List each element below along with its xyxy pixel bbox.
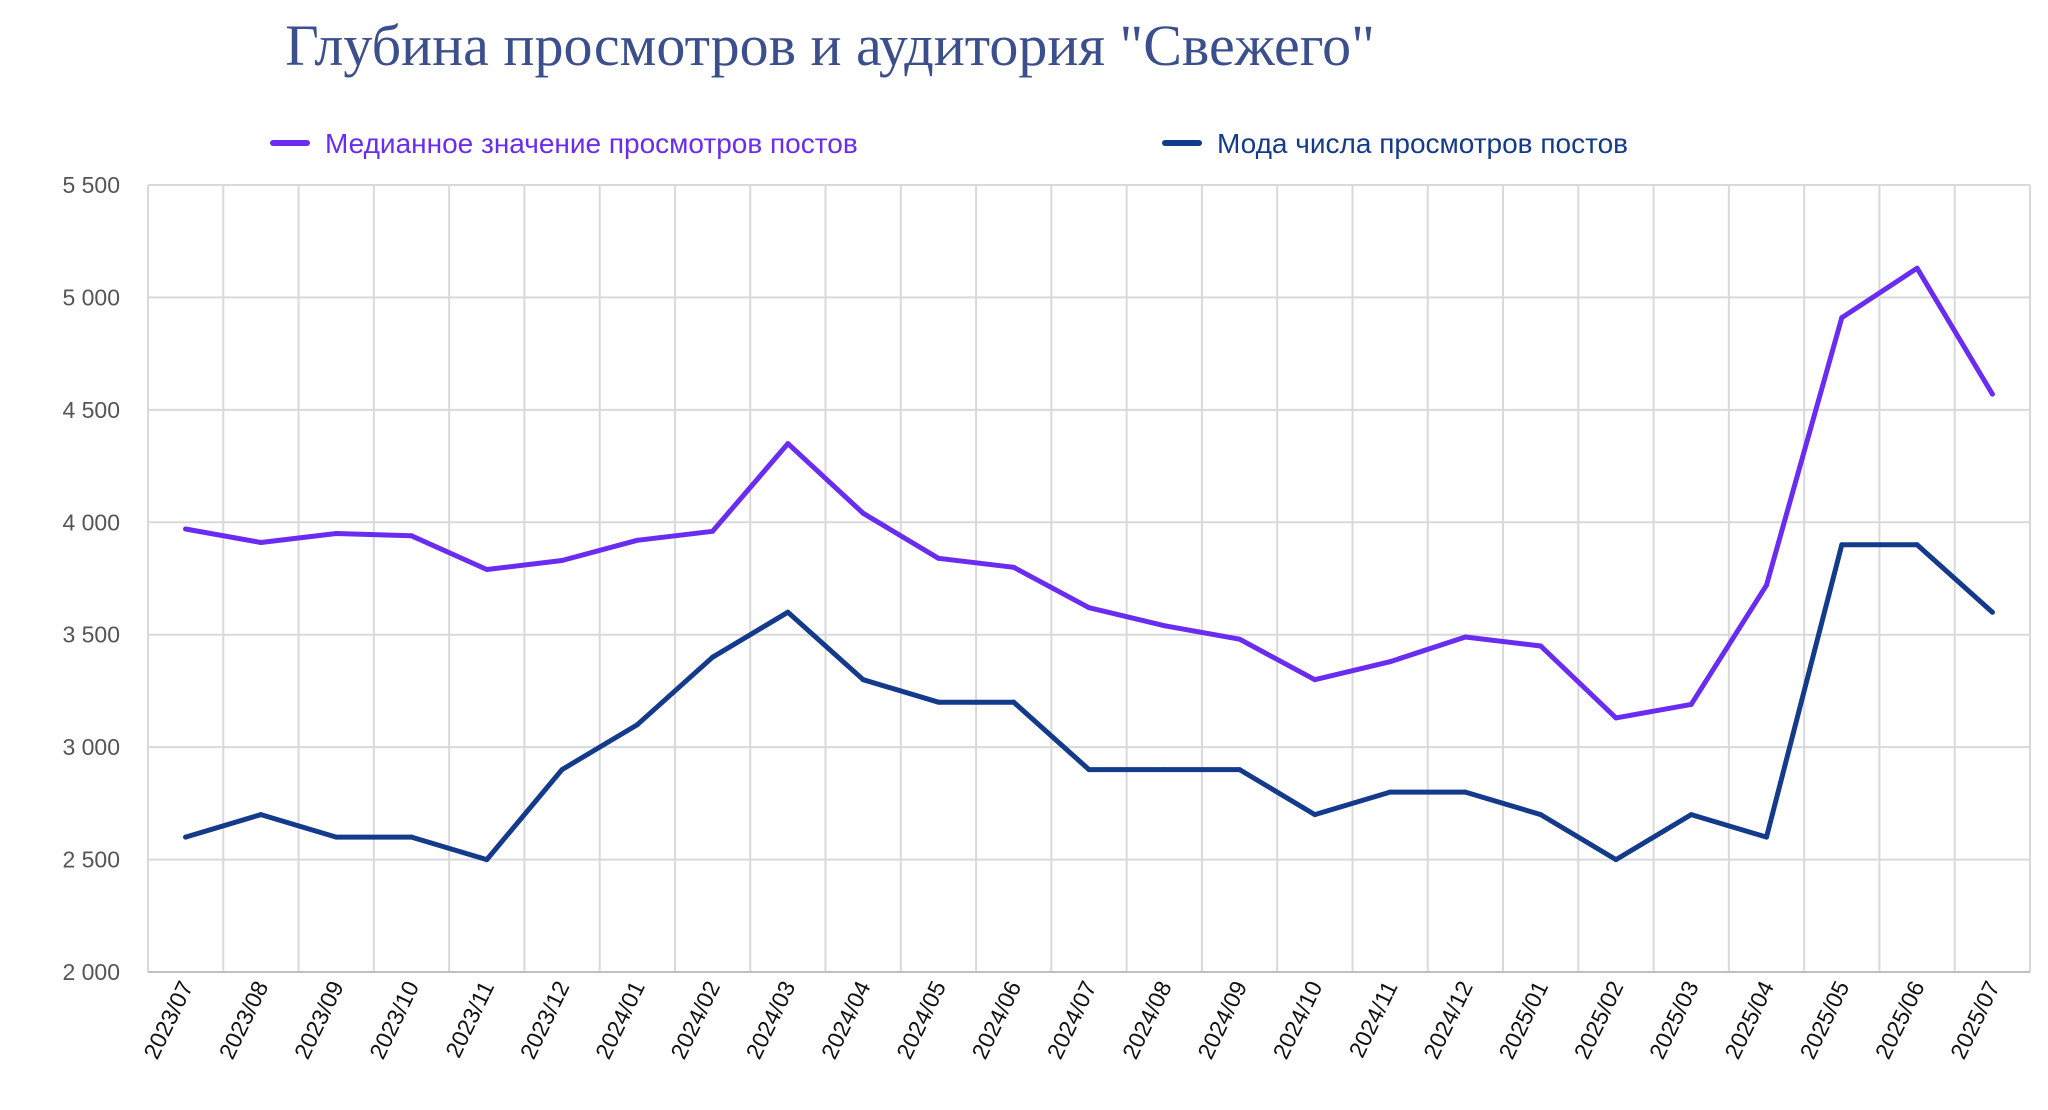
data-point	[408, 533, 414, 539]
x-tick-label: 2024/09	[1192, 977, 1252, 1063]
legend: Медианное значение просмотров постов Мода…	[270, 128, 1628, 159]
data-point	[183, 526, 189, 532]
data-point	[860, 510, 866, 516]
data-point	[1688, 812, 1694, 818]
data-point	[1839, 542, 1845, 548]
x-tick-label: 2025/03	[1644, 977, 1704, 1063]
data-point	[258, 540, 264, 546]
data-point	[333, 531, 339, 537]
x-tick-label: 2024/05	[891, 977, 951, 1063]
data-point	[710, 654, 716, 660]
legend-label: Медианное значение просмотров постов	[325, 128, 858, 159]
data-point	[1613, 715, 1619, 721]
y-tick-label: 4 000	[62, 509, 120, 535]
x-tick-label: 2025/02	[1569, 977, 1629, 1063]
x-tick-label: 2023/08	[214, 977, 274, 1063]
y-tick-label: 3 500	[62, 622, 120, 648]
data-point	[1613, 857, 1619, 863]
x-tick-label: 2025/06	[1870, 977, 1930, 1063]
x-tick-label: 2023/09	[289, 977, 349, 1063]
x-tick-label: 2024/04	[816, 977, 876, 1063]
data-point	[935, 699, 941, 705]
data-point	[1011, 564, 1017, 570]
data-point	[1387, 789, 1393, 795]
x-tick-label: 2024/07	[1042, 977, 1102, 1063]
x-tick-label: 2025/07	[1945, 977, 2005, 1063]
series-line-mode-views	[183, 542, 1995, 863]
data-point	[710, 528, 716, 534]
data-point	[1237, 767, 1243, 773]
y-tick-label: 2 000	[62, 959, 120, 985]
data-point	[1538, 643, 1544, 649]
legend-label: Мода числа просмотров постов	[1217, 128, 1628, 159]
series-line-median-views	[183, 265, 1995, 721]
data-point	[1387, 659, 1393, 665]
data-point	[1914, 265, 1920, 271]
data-point	[1161, 623, 1167, 629]
data-point	[785, 441, 791, 447]
data-point	[1462, 789, 1468, 795]
data-point	[935, 555, 941, 561]
data-point	[333, 834, 339, 840]
x-axis: 2023/07 2023/08 2023/09 2023/10 2023/11 2023/…	[138, 977, 2005, 1063]
data-point	[183, 834, 189, 840]
data-point	[1086, 767, 1092, 773]
x-tick-label: 2023/10	[364, 977, 424, 1063]
x-tick-label: 2024/02	[665, 977, 725, 1063]
data-point	[1989, 609, 1995, 615]
data-point	[1764, 582, 1770, 588]
chart-title: Глубина просмотров и аудитория "Свежего"	[285, 13, 1375, 78]
data-point	[1312, 812, 1318, 818]
x-tick-label: 2024/06	[966, 977, 1026, 1063]
x-tick-label: 2024/12	[1418, 977, 1478, 1063]
data-point	[634, 537, 640, 543]
x-tick-label: 2024/03	[741, 977, 801, 1063]
x-tick-label: 2023/11	[440, 977, 499, 1062]
data-point	[1914, 542, 1920, 548]
data-point	[634, 722, 640, 728]
data-point	[1688, 701, 1694, 707]
data-point	[484, 567, 490, 573]
data-point	[1312, 677, 1318, 683]
x-tick-label: 2024/10	[1268, 977, 1328, 1063]
y-tick-label: 5 500	[62, 172, 120, 198]
y-tick-label: 2 500	[62, 847, 120, 873]
data-point	[785, 609, 791, 615]
data-point	[1989, 391, 1995, 397]
y-tick-label: 4 500	[62, 397, 120, 423]
x-tick-label: 2024/08	[1117, 977, 1177, 1063]
data-point	[408, 834, 414, 840]
data-point	[1462, 634, 1468, 640]
data-point	[1011, 699, 1017, 705]
data-point	[559, 767, 565, 773]
x-tick-label: 2025/05	[1794, 977, 1854, 1063]
data-point	[1839, 315, 1845, 321]
data-point	[1538, 812, 1544, 818]
data-point	[860, 677, 866, 683]
y-tick-label: 3 000	[62, 734, 120, 760]
data-point	[559, 558, 565, 564]
data-point	[1237, 636, 1243, 642]
data-point	[484, 857, 490, 863]
data-point	[1161, 767, 1167, 773]
y-tick-label: 5 000	[62, 284, 120, 310]
gridlines	[147, 184, 2031, 973]
x-tick-label: 2025/01	[1493, 977, 1553, 1063]
data-point	[258, 812, 264, 818]
x-tick-label: 2024/11	[1344, 977, 1403, 1062]
data-point	[1764, 834, 1770, 840]
series-layer	[183, 265, 1995, 863]
x-tick-label: 2025/04	[1719, 977, 1779, 1063]
x-tick-label: 2023/07	[138, 977, 198, 1063]
x-tick-label: 2024/01	[590, 977, 650, 1063]
data-point	[1086, 605, 1092, 611]
y-axis: 2 000 2 500 3 000 3 500 4 000 4 500 5 000 5 500	[62, 172, 120, 985]
x-tick-label: 2023/12	[515, 977, 575, 1063]
